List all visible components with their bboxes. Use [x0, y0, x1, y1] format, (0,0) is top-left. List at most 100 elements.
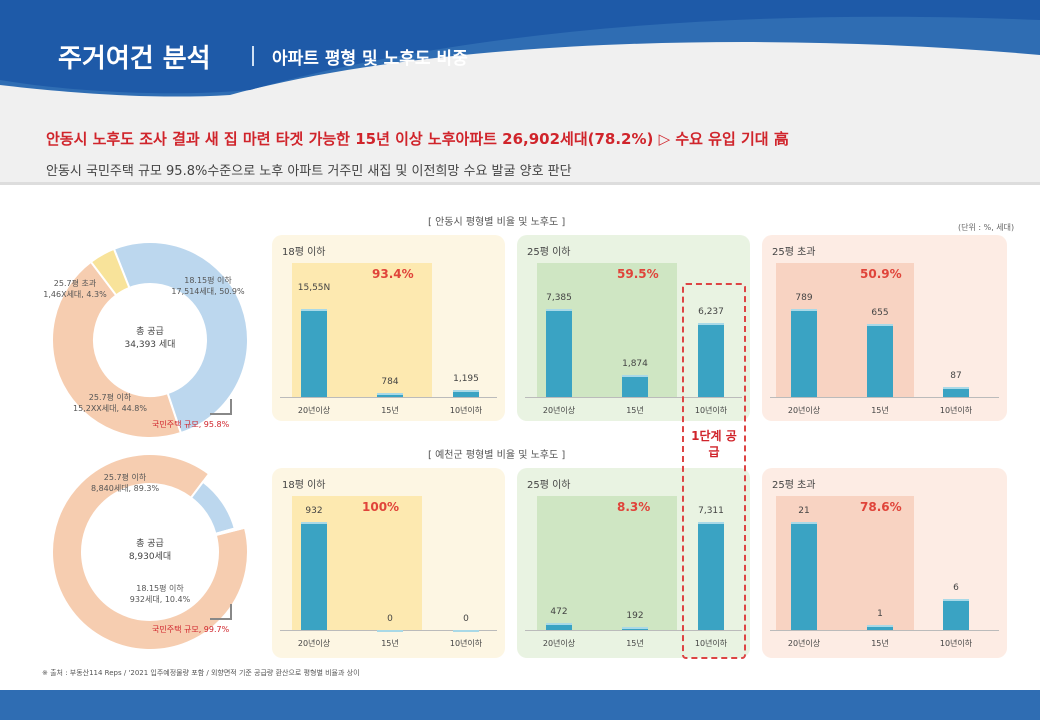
- donut-chart: [51, 241, 249, 439]
- bar-panel: 18평 이하 100% 932 20년이상 0 15년 0 10년이하: [272, 468, 505, 658]
- bar: [791, 522, 817, 630]
- category-label: 20년이상: [787, 406, 821, 415]
- donut-label: 25.7평 초과 1,46X세대, 4.3%: [25, 278, 125, 300]
- slice-name: 25.7평 이하: [103, 473, 147, 482]
- slice-name: 18.15평 이하: [184, 276, 232, 285]
- slice-detail: 17,514세대, 50.9%: [171, 287, 245, 296]
- donut-label: 25.7평 이하 8,840세대, 89.3%: [75, 472, 175, 494]
- bar: [698, 322, 724, 397]
- bar-panel: 25평 이하 59.5% 7,385 20년이상 1,874 15년 6,237 10년이하: [517, 235, 750, 421]
- bar: [943, 599, 969, 630]
- bar: [453, 390, 479, 397]
- page-subtitle: 아파트 평형 및 노후도 비중: [272, 49, 468, 69]
- baseline: [770, 630, 999, 631]
- unit-label: (단위 : %, 세대): [958, 223, 1015, 232]
- center-label: 총 공급: [136, 539, 164, 549]
- category-label: 15년: [626, 639, 644, 648]
- donut-slice: [189, 480, 237, 536]
- value-label: 784: [381, 376, 399, 387]
- slice-detail: 932세대, 10.4%: [129, 595, 191, 604]
- corner-mark: [210, 604, 232, 620]
- category-label: 20년이상: [787, 639, 821, 648]
- donut-slice: [89, 247, 131, 297]
- bar: [698, 522, 724, 630]
- bar: [546, 623, 572, 630]
- value-label: 6: [953, 583, 959, 594]
- donut-slice: [112, 241, 249, 435]
- percent-label: 100%: [362, 500, 400, 514]
- bar: [867, 323, 893, 397]
- divider: [252, 46, 254, 66]
- slice-detail: 8,840세대, 89.3%: [90, 484, 160, 493]
- bar-panel: 25평 초과 50.9% 789 20년이상 655 15년 87 10년이하: [762, 235, 1007, 421]
- percent-label: 93.4%: [372, 267, 414, 281]
- bar-panel: 25평 이하 8.3% 472 20년이상 192 15년 7,311 10년이하: [517, 468, 750, 658]
- donut-slice: [214, 524, 247, 537]
- category-label: 15년: [626, 406, 644, 415]
- bar-panel: 18평 이하 93.4% 15,55N 20년이상 784 15년 1,195 10년이하: [272, 235, 505, 421]
- value-label: 1,195: [453, 374, 479, 385]
- bar: [301, 522, 327, 630]
- category-label: 10년이하: [694, 406, 728, 415]
- value-label: 472: [550, 607, 568, 618]
- center-total: 34,393 세대: [124, 340, 176, 350]
- donut-slice: [51, 260, 183, 439]
- category-label: 20년이상: [297, 639, 331, 648]
- category-label: 10년이하: [939, 406, 973, 415]
- donut-label: 18.15평 이하 932세대, 10.4%: [110, 583, 210, 605]
- slice-name: 18.15평 이하: [136, 584, 184, 593]
- bar: [377, 630, 403, 632]
- category-label: 20년이상: [297, 406, 331, 415]
- value-label: 932: [305, 506, 323, 516]
- category-label: 10년이하: [694, 639, 728, 648]
- baseline: [770, 397, 999, 398]
- donut-label: 25.7평 이하 15,2XX세대, 44.8%: [60, 392, 160, 414]
- donut-chart: [51, 453, 249, 651]
- panel-title: 18평 이하: [282, 480, 326, 491]
- panel-title: 25평 이하: [527, 480, 571, 491]
- percent-label: 50.9%: [860, 267, 902, 281]
- header: 주거여건 분석 아파트 평형 및 노후도 비중: [0, 0, 1040, 100]
- bar: [622, 374, 648, 397]
- slice-name: 25.7평 이하: [88, 393, 132, 402]
- value-label: 6,237: [698, 306, 724, 317]
- category-label: 15년: [381, 639, 399, 648]
- section-title: [ 안동시 평형별 비율 및 노후도 ]: [428, 217, 566, 228]
- donut-label: 18.15평 이하 17,514세대, 50.9%: [158, 275, 258, 297]
- header-swoosh: [0, 0, 1040, 97]
- category-label: 15년: [381, 406, 399, 415]
- category-label: 10년이하: [939, 639, 973, 648]
- source-note: ※ 출처 : 부동산114 Reps / '2021 입주예정물량 포함 / 외…: [42, 669, 360, 677]
- sub-headline: 안동시 국민주택 규모 95.8%수준으로 노후 아파트 거주민 새집 및 이전…: [46, 164, 572, 179]
- national-size-note: 국민주택 규모, 95.8%: [152, 420, 230, 429]
- corner-mark: [210, 399, 232, 415]
- baseline: [525, 630, 742, 631]
- value-label: 1,874: [622, 358, 648, 369]
- slice-detail: 1,46X세대, 4.3%: [43, 290, 107, 299]
- value-label: 87: [950, 371, 962, 382]
- center-total: 8,930세대: [128, 552, 172, 562]
- value-label: 7,385: [546, 293, 572, 303]
- stage1-highlight: [682, 283, 746, 659]
- bar: [943, 387, 969, 397]
- center-label: 총 공급: [136, 327, 164, 337]
- bar: [301, 309, 327, 397]
- stage1-label: 1단계 공급: [688, 428, 740, 460]
- percent-label: 78.6%: [860, 500, 902, 514]
- slice-detail: 15,2XX세대, 44.8%: [73, 404, 147, 413]
- bar: [867, 624, 893, 630]
- donut-slice: [51, 453, 249, 651]
- page-title: 주거여건 분석: [58, 44, 211, 74]
- value-label: 0: [387, 614, 393, 624]
- category-label: 20년이상: [542, 406, 576, 415]
- panel-title: 25평 이하: [527, 247, 571, 258]
- national-size-note: 국민주택 규모, 99.7%: [152, 625, 230, 634]
- value-label: 192: [626, 611, 644, 621]
- panel-title: 18평 이하: [282, 247, 326, 258]
- value-label: 789: [795, 293, 813, 303]
- percent-label: 8.3%: [617, 500, 651, 514]
- category-label: 20년이상: [542, 639, 576, 648]
- value-label: 655: [871, 307, 889, 318]
- bar: [453, 630, 479, 632]
- bar: [622, 627, 648, 630]
